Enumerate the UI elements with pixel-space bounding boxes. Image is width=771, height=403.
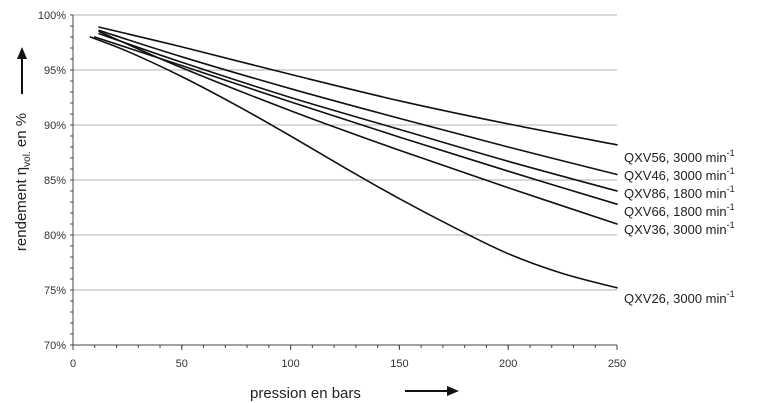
series-label-qxv46: QXV46, 3000 min-1 — [624, 166, 735, 183]
series-line-qxv36 — [98, 30, 618, 225]
y-tick-label: 70% — [44, 340, 66, 352]
series-label-qxv36: QXV36, 3000 min-1 — [624, 220, 735, 237]
series-line-qxv26 — [89, 36, 618, 289]
x-tick-label: 150 — [390, 358, 408, 370]
grid — [73, 14, 617, 345]
y-tick-label: 90% — [44, 120, 66, 132]
y-tick-label: 100% — [38, 10, 66, 22]
series-label-qxv56: QXV56, 3000 min-1 — [624, 148, 735, 165]
series-lines — [89, 26, 618, 289]
x-axis-title: pression en bars — [250, 385, 361, 402]
series-label-qxv86: QXV86, 1800 min-1 — [624, 184, 735, 201]
series-line-qxv46 — [98, 29, 618, 176]
series-line-qxv66 — [93, 36, 618, 205]
axes — [70, 14, 618, 350]
series-label-qxv26: QXV26, 3000 min-1 — [624, 289, 735, 306]
y-axis-ticks: 70% 75% 80% 85% 90% 95% 100% — [38, 10, 66, 352]
series-line-qxv86 — [98, 32, 618, 192]
x-axis-ticks: 0 50 100 150 200 250 — [70, 358, 626, 370]
x-tick-label: 250 — [608, 358, 626, 370]
y-axis-title: rendement ηvol. en % — [13, 113, 33, 251]
y-tick-label: 80% — [44, 230, 66, 242]
x-tick-label: 50 — [176, 358, 188, 370]
series-label-qxv66: QXV66, 1800 min-1 — [624, 202, 735, 219]
series-line-qxv56 — [98, 26, 618, 146]
y-tick-label: 75% — [44, 285, 66, 297]
x-tick-label: 200 — [499, 358, 517, 370]
y-axis-arrow — [17, 47, 27, 94]
x-tick-label: 0 — [70, 358, 76, 370]
x-tick-label: 100 — [281, 358, 299, 370]
y-axis-title-text: rendement ηvol. en % — [13, 113, 33, 251]
x-axis-arrow — [405, 386, 459, 396]
y-tick-label: 95% — [44, 65, 66, 77]
y-tick-label: 85% — [44, 175, 66, 187]
